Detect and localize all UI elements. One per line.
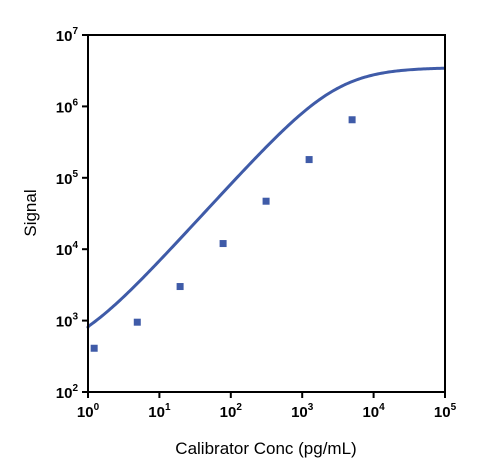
y-tick-exp: 3 bbox=[72, 312, 78, 323]
x-tick-label: 104 bbox=[362, 402, 385, 421]
x-tick-label: 100 bbox=[77, 402, 100, 421]
y-tick-label: 106 bbox=[56, 97, 79, 116]
y-tick-base: 10 bbox=[56, 242, 73, 259]
x-tick-exp: 4 bbox=[379, 402, 385, 413]
y-tick-exp: 7 bbox=[72, 26, 78, 37]
y-tick-base: 10 bbox=[56, 314, 73, 331]
fit-curve bbox=[86, 66, 446, 329]
x-tick-label: 101 bbox=[148, 402, 171, 421]
x-tick-base: 10 bbox=[220, 404, 237, 421]
x-axis: 100 101 102 103 104 105 bbox=[77, 392, 457, 421]
data-point bbox=[133, 318, 141, 326]
chart-marks bbox=[86, 66, 446, 352]
x-tick-exp: 2 bbox=[236, 402, 242, 413]
x-axis-title: Calibrator Conc (pg/mL) bbox=[175, 439, 356, 458]
x-tick-label: 103 bbox=[291, 402, 314, 421]
x-tick-label: 102 bbox=[220, 402, 243, 421]
y-tick-base: 10 bbox=[56, 171, 73, 188]
y-tick-label: 105 bbox=[56, 169, 79, 188]
plot-frame bbox=[87, 34, 446, 393]
y-tick-base: 10 bbox=[56, 99, 73, 116]
y-tick-exp: 5 bbox=[72, 169, 78, 180]
data-point bbox=[176, 283, 184, 291]
y-tick-label: 104 bbox=[56, 240, 79, 259]
x-tick-base: 10 bbox=[362, 404, 379, 421]
y-tick-base: 10 bbox=[56, 385, 73, 402]
y-tick-exp: 6 bbox=[72, 97, 78, 108]
x-tick-label: 105 bbox=[434, 402, 457, 421]
x-tick-exp: 1 bbox=[165, 402, 171, 413]
x-tick-base: 10 bbox=[77, 404, 94, 421]
y-tick-label: 102 bbox=[56, 383, 79, 402]
x-tick-base: 10 bbox=[291, 404, 308, 421]
x-tick-base: 10 bbox=[148, 404, 165, 421]
y-tick-label: 103 bbox=[56, 312, 79, 331]
x-tick-exp: 0 bbox=[94, 402, 100, 413]
data-point bbox=[262, 197, 270, 205]
y-axis-title: Signal bbox=[21, 189, 40, 236]
y-tick-label: 107 bbox=[56, 26, 79, 45]
data-point bbox=[219, 240, 227, 248]
data-point bbox=[305, 156, 313, 164]
y-tick-exp: 4 bbox=[72, 240, 78, 251]
data-point bbox=[90, 344, 98, 352]
x-tick-exp: 5 bbox=[451, 402, 457, 413]
x-tick-exp: 3 bbox=[308, 402, 314, 413]
x-tick-base: 10 bbox=[434, 404, 451, 421]
data-point bbox=[348, 116, 356, 124]
y-tick-exp: 2 bbox=[72, 383, 78, 394]
y-tick-base: 10 bbox=[56, 28, 73, 45]
